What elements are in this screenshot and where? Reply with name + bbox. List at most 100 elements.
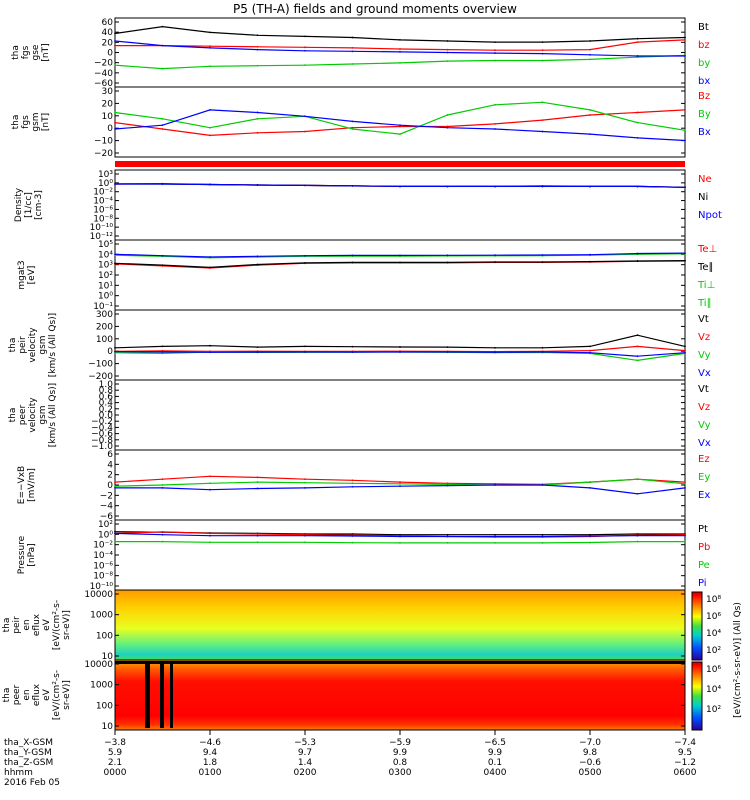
y-tick-label: 10⁻¹⁰ (90, 223, 114, 233)
y-tick-label: 10¹ (98, 281, 113, 291)
data-point (304, 46, 306, 49)
spectrogram-peer-spec (115, 660, 685, 730)
data-point (256, 48, 259, 51)
data-point (351, 120, 354, 123)
data-point (161, 117, 164, 120)
data-point (209, 344, 211, 347)
data-point (684, 55, 686, 57)
x-tick-label: 9.5 (678, 748, 692, 758)
data-point (304, 345, 306, 348)
data-point (209, 109, 211, 111)
x-tick-label: 9.9 (393, 748, 408, 758)
y-tick-label: 40 (102, 28, 114, 38)
data-point (541, 261, 544, 263)
data-point (399, 51, 401, 53)
y-tick-label: 20 (102, 38, 114, 48)
x-tick-label: 0000 (104, 768, 127, 778)
data-point (446, 114, 449, 116)
data-point (589, 260, 591, 263)
legend-entry: by (698, 58, 710, 69)
legend-entry: By (698, 109, 711, 120)
panel-frame (114, 239, 686, 311)
data-point (494, 123, 496, 125)
colorbar-peir (691, 591, 703, 661)
y-tick-label: 0.6 (99, 392, 114, 402)
data-point (114, 540, 116, 543)
y-axis-label: Density (14, 187, 24, 222)
x-axis-row-label: 2016 Feb 05 (4, 778, 60, 788)
data-point (399, 125, 401, 128)
data-point (351, 128, 354, 130)
y-tick-label: 10⁻² (93, 188, 113, 198)
data-point (256, 111, 259, 114)
colorbar-peer (691, 661, 703, 731)
x-tick-label: 9.4 (203, 748, 218, 758)
legend-entry: Ti⊥ (697, 280, 715, 291)
colorbar-tick-label: 10⁸ (706, 595, 721, 605)
data-point (304, 487, 306, 489)
data-point (446, 535, 449, 538)
data-point (541, 52, 544, 55)
legend-entry: Pt (698, 524, 708, 535)
data-point (636, 478, 639, 481)
y-tick-label: −1.0 (91, 442, 113, 452)
y-tick-label: −0.4 (91, 423, 113, 433)
data-point (446, 185, 449, 188)
data-point (351, 50, 354, 53)
legend-entry: Ti∥ (697, 298, 712, 309)
data-point (589, 109, 591, 111)
data-point (589, 114, 591, 116)
data-point (161, 345, 164, 348)
data-point (351, 36, 354, 39)
data-point (304, 478, 306, 481)
data-point (161, 484, 164, 486)
figure-title: P5 (TH-A) fields and ground moments over… (233, 2, 517, 16)
y-tick-label: 0.2 (99, 405, 113, 415)
x-tick-label: 0500 (579, 768, 602, 778)
data-point (446, 533, 449, 536)
data-point (636, 252, 639, 255)
data-point (114, 111, 116, 114)
legend-entry: Bt (698, 22, 709, 33)
data-point (446, 40, 449, 42)
data-point (209, 31, 211, 34)
data-point (399, 124, 401, 127)
y-tick-label: −2 (100, 491, 113, 501)
data-point (399, 48, 401, 50)
legend-entry: Npot (698, 210, 722, 221)
y-tick-label: 0 (107, 481, 113, 491)
y-axis-label: [mV/m] (27, 468, 37, 502)
y-axis-label: [km/s (All Qs)] (48, 383, 58, 447)
data-point (209, 482, 211, 485)
data-point (494, 59, 496, 62)
panel-frame (114, 309, 686, 381)
y-tick-label: 10⁰ (98, 179, 113, 189)
data-point (114, 64, 116, 67)
data-point (541, 535, 544, 538)
y-axis-label: eV (42, 688, 52, 701)
y-tick-label: 10⁻⁴ (93, 551, 113, 561)
data-point (589, 58, 591, 61)
data-point (351, 479, 354, 482)
data-point (256, 346, 259, 348)
data-point (446, 254, 449, 257)
y-tick-label: 10⁻¹⁰ (90, 582, 114, 592)
colorbar-tick-label: 10⁴ (706, 685, 721, 695)
data-point (256, 487, 259, 490)
data-point (494, 103, 496, 106)
data-point (114, 262, 116, 265)
data-point (446, 261, 449, 264)
data-point (636, 534, 639, 537)
data-point (684, 129, 686, 132)
y-tick-label: −200 (88, 372, 113, 382)
data-point (684, 139, 686, 142)
y-axis-label: [nPa] (27, 543, 37, 566)
data-point (209, 541, 211, 544)
data-point (541, 484, 544, 486)
data-point (399, 541, 401, 544)
data-point (351, 541, 354, 544)
y-tick-label: 4 (107, 460, 113, 470)
data-point (161, 540, 164, 543)
legend-entry: Te⊥ (697, 244, 717, 255)
